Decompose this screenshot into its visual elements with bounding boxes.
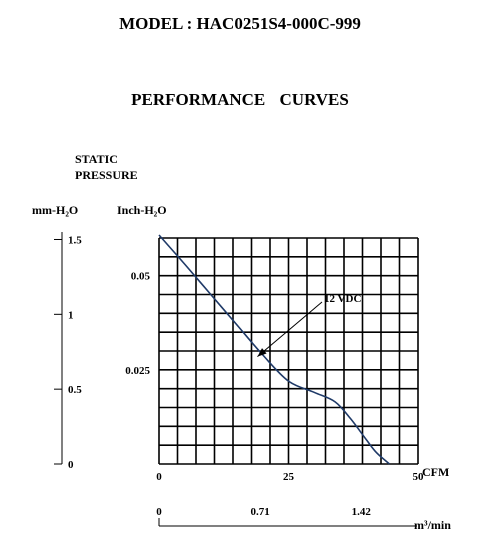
x-tick-label: 25 [283, 471, 295, 483]
cmm-tick-label: 1.42 [352, 506, 372, 518]
mm-tick-label: 1.5 [68, 234, 82, 246]
mm-tick-label: 0.5 [68, 384, 82, 396]
x-unit-m3-min: m³/min [414, 518, 451, 532]
x-tick-label: 0 [156, 471, 162, 483]
y-tick-label: 0.025 [125, 365, 150, 377]
cmm-tick-label: 0 [156, 506, 162, 518]
chart-grid [158, 237, 419, 465]
annotation-label: 12 VDC [324, 293, 361, 305]
chart-series [158, 234, 391, 465]
mm-tick-label: 0 [68, 459, 74, 471]
x-tick-label: 50 [413, 471, 425, 483]
y-axis-label-line1: STATIC [75, 152, 118, 166]
x-unit-cfm: CFM [422, 465, 449, 479]
annotation-leader-line [257, 301, 323, 358]
chart-title: PERFORMANCE CURVES [131, 90, 349, 109]
chart-annotation: 12 VDC [257, 293, 361, 358]
y-unit-inch-h2o: Inch-H₂O [117, 203, 167, 217]
y-unit-mm-h2o: mm-H₂O [32, 203, 79, 217]
mm-tick-label: 1 [68, 309, 74, 321]
cmm-tick-label: 0.71 [250, 506, 269, 518]
chart-axes: 0 25 50 0.025 0.05 0 0.5 1 1.5 0 0.71 1.42 [54, 232, 425, 527]
annotation-arrowhead [257, 348, 267, 357]
series-line-12vdc [158, 234, 391, 465]
model-title: MODEL : HAC0251S4-000C-999 [119, 14, 361, 33]
y-tick-label: 0.05 [131, 271, 151, 283]
y-axis-label-line2: PRESSURE [75, 168, 138, 182]
